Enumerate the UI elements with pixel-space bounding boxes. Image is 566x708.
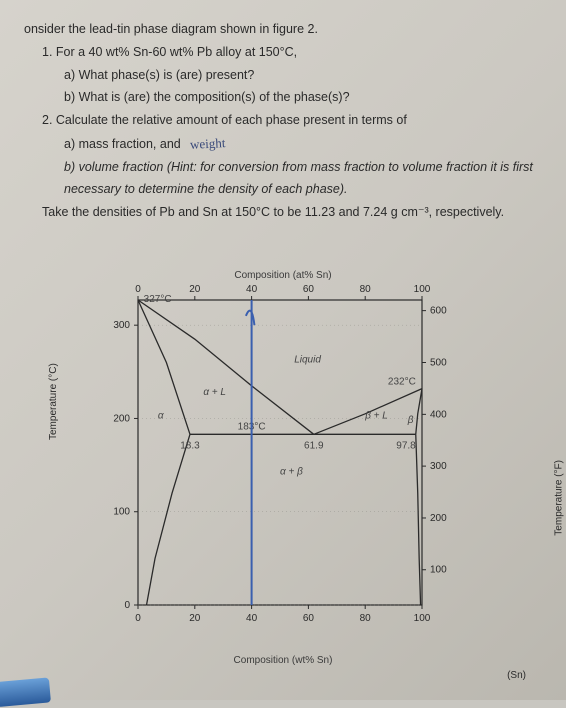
q2b-line2: necessary to determine the density of ea… <box>64 180 542 199</box>
q1b: b) What is (are) the composition(s) of t… <box>64 88 542 107</box>
svg-text:60: 60 <box>303 613 315 624</box>
svg-text:40: 40 <box>246 284 258 295</box>
svg-text:20: 20 <box>189 613 201 624</box>
svg-text:100: 100 <box>414 284 431 295</box>
corner-sn: (Sn) <box>507 670 526 681</box>
right-axis-label: Temperature (°F) <box>554 460 565 536</box>
q2: 2. Calculate the relative amount of each… <box>42 111 542 130</box>
svg-text:300: 300 <box>113 320 130 331</box>
svg-text:α: α <box>158 410 164 421</box>
chart-svg: 0020204040606080801001000100200300100200… <box>80 280 480 650</box>
svg-text:Liquid: Liquid <box>294 354 321 365</box>
svg-text:400: 400 <box>430 409 447 420</box>
svg-text:80: 80 <box>360 613 372 624</box>
svg-text:80: 80 <box>360 284 372 295</box>
q1a: a) What phase(s) is (are) present? <box>64 66 542 85</box>
phase-diagram: 0020204040606080801001000100200300100200… <box>80 280 480 650</box>
svg-text:100: 100 <box>430 565 447 576</box>
pen-object <box>0 677 51 707</box>
q2a: a) mass fraction, and weight <box>64 134 542 154</box>
svg-text:β: β <box>407 415 414 426</box>
svg-text:61.9: 61.9 <box>304 440 324 451</box>
left-axis-label: Temperature (°C) <box>48 363 59 440</box>
svg-text:327°C: 327°C <box>144 294 172 305</box>
q2b-line1: b) volume fraction (Hint: for conversion… <box>64 158 542 177</box>
q2a-text: a) mass fraction, and <box>64 137 181 151</box>
svg-text:200: 200 <box>113 413 130 424</box>
handwritten-note: weight <box>190 133 226 154</box>
intro-line: onsider the lead-tin phase diagram shown… <box>24 20 542 39</box>
svg-text:0: 0 <box>124 600 130 611</box>
svg-text:100: 100 <box>113 507 130 518</box>
svg-text:600: 600 <box>430 306 447 317</box>
q1: 1. For a 40 wt% Sn-60 wt% Pb alloy at 15… <box>42 43 542 62</box>
svg-text:α + β: α + β <box>280 466 303 477</box>
bottom-axis-title: Composition (wt% Sn) <box>0 655 566 666</box>
svg-text:0: 0 <box>135 284 141 295</box>
svg-text:200: 200 <box>430 513 447 524</box>
svg-text:β + L: β + L <box>364 410 388 421</box>
svg-text:20: 20 <box>189 284 201 295</box>
svg-text:500: 500 <box>430 357 447 368</box>
svg-text:0: 0 <box>135 613 141 624</box>
svg-text:60: 60 <box>303 284 315 295</box>
svg-text:232°C: 232°C <box>388 377 416 388</box>
densities-line: Take the densities of Pb and Sn at 150°C… <box>42 203 542 222</box>
svg-text:100: 100 <box>414 613 431 624</box>
svg-text:18.3: 18.3 <box>180 440 200 451</box>
svg-text:40: 40 <box>246 613 258 624</box>
svg-text:97.8: 97.8 <box>396 440 416 451</box>
svg-text:α + L: α + L <box>203 387 226 398</box>
question-block: onsider the lead-tin phase diagram shown… <box>24 20 542 222</box>
svg-text:300: 300 <box>430 461 447 472</box>
